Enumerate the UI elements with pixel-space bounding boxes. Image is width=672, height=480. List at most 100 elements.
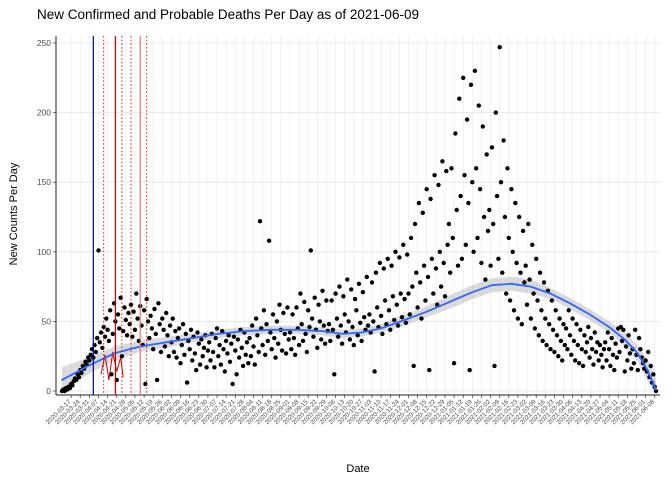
data-point: [346, 319, 351, 324]
data-point: [402, 296, 407, 302]
data-point: [493, 110, 498, 115]
data-point: [307, 324, 312, 330]
data-point: [543, 316, 548, 321]
data-point: [223, 338, 229, 344]
data-point: [277, 302, 282, 307]
data-point: [154, 377, 160, 383]
data-point: [222, 369, 227, 374]
data-point: [520, 228, 526, 234]
data-point: [106, 338, 112, 344]
data-point: [367, 312, 372, 317]
data-point: [526, 221, 531, 227]
data-point: [213, 335, 218, 341]
data-point: [332, 372, 337, 377]
data-point: [272, 335, 277, 341]
data-point: [153, 331, 158, 337]
data-point: [386, 308, 392, 313]
x-axis-title: Date: [346, 463, 370, 475]
data-point: [100, 345, 105, 350]
data-point: [161, 327, 166, 332]
data-point: [95, 335, 100, 341]
data-point: [296, 342, 302, 348]
data-point: [261, 308, 267, 313]
data-point: [407, 312, 412, 317]
data-point: [205, 348, 211, 353]
data-point: [437, 249, 442, 254]
data-point: [253, 316, 259, 321]
data-point: [195, 330, 200, 335]
y-tick-label: 200: [37, 108, 51, 118]
data-point: [515, 316, 521, 321]
data-point: [229, 341, 234, 346]
data-point: [610, 352, 616, 357]
data-point: [590, 347, 595, 352]
data-point: [115, 312, 121, 317]
data-point: [130, 334, 135, 339]
data-point: [604, 358, 609, 363]
data-point: [488, 263, 493, 268]
data-point: [380, 331, 385, 337]
data-point: [399, 315, 405, 320]
data-point: [276, 341, 281, 346]
data-point: [539, 308, 544, 313]
y-axis-title: New Counts Per Day: [8, 162, 20, 266]
data-point: [225, 351, 230, 356]
data-point: [349, 287, 354, 292]
data-point: [412, 221, 418, 227]
data-point: [347, 337, 353, 342]
data-point: [570, 316, 575, 321]
data-point: [395, 323, 401, 328]
data-point: [345, 277, 350, 282]
data-point: [487, 207, 492, 213]
data-point: [263, 352, 268, 357]
data-point: [518, 270, 523, 275]
data-point: [256, 349, 261, 355]
data-point: [244, 340, 250, 345]
data-point: [291, 335, 297, 341]
data-point: [432, 173, 437, 178]
data-point: [208, 358, 213, 363]
data-point: [446, 221, 452, 227]
data-point: [498, 180, 504, 185]
data-point: [636, 335, 642, 341]
data-point: [312, 295, 317, 300]
data-point: [217, 342, 222, 348]
data-point: [337, 284, 342, 289]
data-point: [385, 256, 390, 261]
data-point: [299, 322, 304, 327]
data-point: [306, 308, 311, 313]
data-point: [481, 214, 487, 220]
data-point: [627, 351, 633, 356]
data-point: [532, 326, 538, 331]
data-point: [459, 256, 465, 261]
data-point: [67, 386, 73, 391]
data-point: [329, 298, 334, 303]
smooth-trend-line: [61, 282, 657, 391]
data-point: [131, 309, 136, 314]
data-point: [360, 290, 366, 295]
data-point: [293, 352, 298, 357]
data-point: [510, 249, 515, 254]
data-point: [485, 228, 491, 234]
data-point: [466, 200, 471, 206]
data-point: [629, 366, 634, 371]
data-point: [556, 354, 561, 359]
data-point: [371, 319, 376, 324]
data-point: [444, 168, 449, 174]
data-point: [281, 310, 286, 316]
data-point: [449, 166, 454, 171]
data-point: [509, 187, 514, 192]
data-point: [210, 349, 216, 355]
data-point: [455, 263, 461, 268]
data-point: [167, 323, 173, 328]
data-point: [303, 331, 308, 337]
data-point: [76, 374, 82, 380]
data-point: [239, 345, 244, 350]
data-point: [557, 316, 562, 321]
data-point: [411, 363, 416, 369]
data-point: [580, 363, 586, 369]
data-point: [233, 348, 238, 353]
data-point: [237, 355, 242, 360]
